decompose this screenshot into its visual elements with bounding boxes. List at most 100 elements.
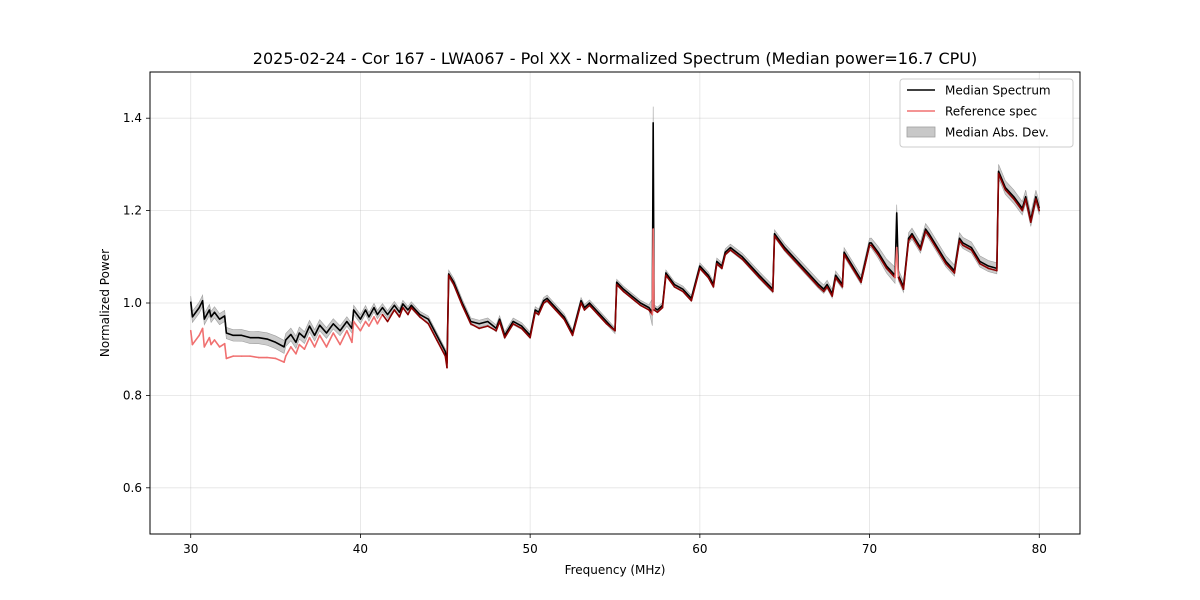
reference-segment xyxy=(346,329,353,344)
reference-segment xyxy=(373,316,379,325)
legend-reference-label: Reference spec xyxy=(945,105,1037,119)
reference-segment xyxy=(772,235,776,293)
reference-segment xyxy=(1004,189,1015,200)
reference-segment xyxy=(402,306,409,316)
reference-segment xyxy=(953,239,961,274)
reference-segment xyxy=(283,355,287,363)
reference-segment xyxy=(800,267,820,288)
reference-segment xyxy=(486,325,498,332)
reference-segment xyxy=(503,322,514,339)
x-tick-label: 50 xyxy=(523,542,538,556)
reference-segment xyxy=(407,306,413,316)
reference-segment xyxy=(716,262,723,270)
reference-segment xyxy=(690,267,701,302)
reference-segment xyxy=(249,355,260,359)
reference-segment xyxy=(605,322,616,332)
y-tick-label: 0.6 xyxy=(123,481,142,495)
reference-segment xyxy=(313,334,321,348)
reference-segment xyxy=(213,339,221,348)
reference-segment xyxy=(1035,198,1041,212)
reference-segment xyxy=(631,297,642,307)
x-axis-label: Frequency (MHz) xyxy=(565,563,666,577)
reference-segment xyxy=(665,274,676,288)
reference-segment xyxy=(537,302,545,316)
reference-segment xyxy=(189,329,194,346)
reference-segment xyxy=(512,322,523,330)
reference-segment xyxy=(352,320,362,332)
reference-segment xyxy=(1013,198,1024,212)
reference-segment xyxy=(1024,198,1032,223)
reference-segment xyxy=(223,342,228,360)
reference-segment xyxy=(368,316,375,327)
reference-segment xyxy=(376,313,384,325)
reference-segment xyxy=(907,235,913,242)
y-tick-label: 1.4 xyxy=(123,111,142,125)
reference-segment xyxy=(843,253,854,270)
reference-segment xyxy=(410,306,421,318)
reference-segment xyxy=(308,336,316,348)
reference-segment xyxy=(928,235,939,251)
reference-segment xyxy=(393,309,401,318)
reference-segment xyxy=(446,274,450,369)
reference-segment xyxy=(936,249,947,265)
reference-segment xyxy=(298,343,306,351)
reference-segment xyxy=(210,339,216,346)
legend-box xyxy=(899,78,1074,148)
y-tick-label: 1.0 xyxy=(123,296,142,310)
reference-segment xyxy=(295,343,301,355)
reference-segment xyxy=(325,332,335,348)
reference-segment xyxy=(1029,198,1037,223)
reference-segment xyxy=(364,320,370,327)
x-tick-label: 80 xyxy=(1032,542,1047,556)
x-tick-label: 30 xyxy=(183,542,198,556)
reference-segment xyxy=(622,290,633,300)
x-tick-label: 40 xyxy=(353,542,368,556)
reference-segment xyxy=(597,313,608,325)
reference-segment xyxy=(877,253,888,270)
reference-segment xyxy=(381,313,389,323)
reference-segment xyxy=(870,244,879,256)
y-axis-ticks: 0.6 0.8 1.0 1.2 1.4 xyxy=(123,111,150,495)
reference-segment xyxy=(359,320,367,332)
reference-segment xyxy=(773,235,786,251)
reference-segment xyxy=(699,267,710,279)
reference-segment xyxy=(203,336,211,348)
legend-median-label: Median Spectrum xyxy=(945,84,1051,98)
reference-segment xyxy=(707,276,715,288)
legend-mad-label: Median Abs. Dev. xyxy=(945,126,1049,140)
reference-segment xyxy=(826,286,834,297)
reference-segment xyxy=(191,334,201,346)
reference-segment xyxy=(831,276,837,297)
reference-segment xyxy=(386,309,396,323)
reference-segment xyxy=(208,336,212,346)
reference-segment xyxy=(332,332,341,346)
reference-segment xyxy=(817,286,825,293)
x-axis-ticks: 30 40 50 60 70 80 xyxy=(183,534,1047,556)
series-layer xyxy=(189,122,1041,369)
reference-segment xyxy=(588,304,599,316)
reference-segment xyxy=(303,336,311,351)
reference-segment xyxy=(741,258,761,279)
reference-segment xyxy=(520,327,531,339)
reference-segment xyxy=(997,172,1007,191)
reference-spectrum-line xyxy=(189,172,1041,369)
reference-segment xyxy=(427,322,438,341)
reference-segment xyxy=(351,320,355,344)
reference-segment xyxy=(469,322,481,330)
chart-title: 2025-02-24 - Cor 167 - LWA067 - Pol XX -… xyxy=(253,49,977,68)
reference-segment xyxy=(614,283,618,332)
reference-segment xyxy=(962,244,973,251)
reference-segment xyxy=(529,311,537,339)
reference-segment xyxy=(851,267,862,284)
reference-segment xyxy=(225,355,234,360)
reference-segment xyxy=(945,262,956,274)
reference-segment xyxy=(201,327,206,348)
reference-segment xyxy=(461,304,472,325)
reference-segment xyxy=(284,346,292,357)
x-tick-label: 60 xyxy=(692,542,707,556)
reference-segment xyxy=(996,172,1000,272)
reference-segment xyxy=(885,267,896,279)
reference-segment xyxy=(580,302,586,311)
reference-segment xyxy=(274,357,285,363)
